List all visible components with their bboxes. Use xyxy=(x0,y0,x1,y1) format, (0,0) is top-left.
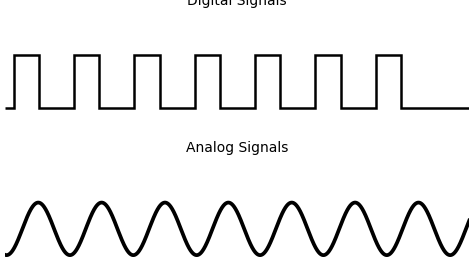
Title: Digital Signals: Digital Signals xyxy=(187,0,287,8)
Title: Analog Signals: Analog Signals xyxy=(186,141,288,155)
